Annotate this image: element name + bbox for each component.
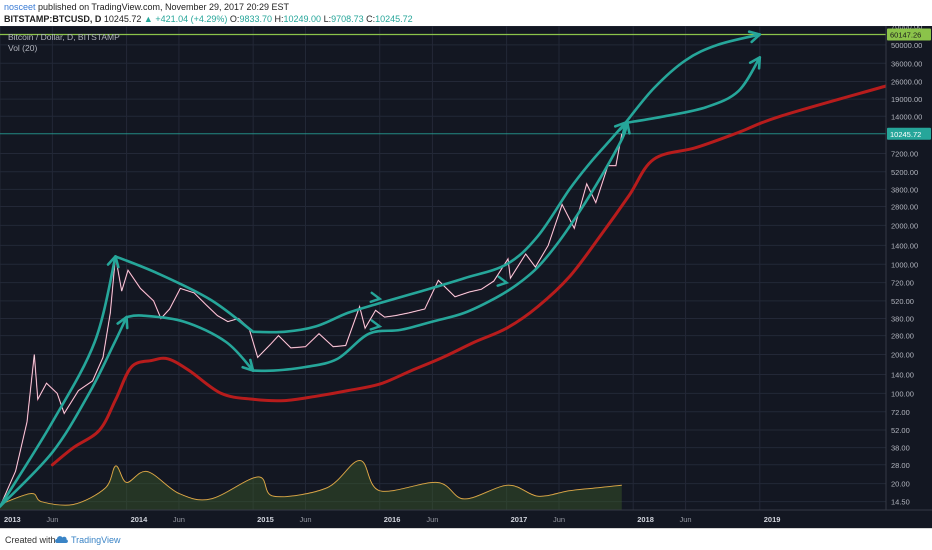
- arrow-head-icon: [369, 319, 383, 331]
- support-curve-line: [50, 84, 888, 467]
- tradingview-brand[interactable]: TradingView: [71, 535, 121, 545]
- y-tick-label: 3800.00: [891, 185, 918, 194]
- y-tick-label: 26000.00: [891, 78, 922, 87]
- support-curve: [50, 84, 888, 467]
- y-tick-label: 14.50: [891, 498, 910, 507]
- y-tick-label: 52.00: [891, 426, 910, 435]
- y-tick-label: 19000.00: [891, 95, 922, 104]
- x-tick-label: Jun: [553, 515, 565, 524]
- price-level-badge: [887, 28, 931, 41]
- x-tick-label: Jun: [426, 515, 438, 524]
- symbol-line: BITSTAMP:BTCUSD, D 10245.72 ▲ +421.04 (+…: [4, 14, 413, 24]
- x-tick-label: Jun: [46, 515, 58, 524]
- low-label: L:: [323, 14, 332, 24]
- open-value: 9833.70: [239, 14, 272, 24]
- x-tick-label: 2013: [4, 515, 21, 524]
- y-axis-background: [886, 26, 932, 528]
- channel-projection-bottom: [626, 56, 762, 124]
- price-change: +421.04 (+4.29%): [155, 14, 228, 24]
- y-tick-label: 1400.00: [891, 241, 918, 250]
- arrow-head-icon: [747, 30, 762, 44]
- created-with-text: Created with: [5, 535, 56, 545]
- channel-channel-lower: [0, 315, 128, 508]
- y-tick-label: 7200.00: [891, 150, 918, 159]
- publish-header: nosceet published on TradingView.com, No…: [0, 0, 932, 26]
- channel-hump-lower: [125, 314, 255, 372]
- volume-legend: Vol (20): [8, 43, 37, 53]
- y-tick-label: 14000.00: [891, 112, 922, 121]
- close-label: C:: [366, 14, 376, 24]
- y-tick-label: 70000.00: [891, 26, 922, 31]
- open-label: O:: [229, 14, 240, 24]
- symbol-name: BITSTAMP:BTCUSD, D: [4, 14, 102, 24]
- arrow-head-icon: [748, 56, 762, 70]
- y-axis: 70000.00 50000.00 36000.00 26000.00 19000.00…: [885, 26, 932, 528]
- published-text: published on TradingView.com, November 2…: [38, 2, 290, 12]
- x-tick-label: 2017: [511, 515, 528, 524]
- y-tick-label: 38.00: [891, 444, 910, 453]
- arrow-head-icon: [496, 275, 510, 287]
- x-tick-label: Jun: [299, 515, 311, 524]
- price-line: [0, 133, 623, 507]
- author-link[interactable]: nosceet: [4, 2, 36, 12]
- x-tick-label: Jun: [173, 515, 185, 524]
- footer: Created with TradingView: [0, 528, 932, 550]
- y-tick-label: 380.00: [891, 315, 914, 324]
- channel-rise-upper: [251, 121, 627, 334]
- x-axis-background: [0, 510, 932, 528]
- y-tick-label: 280.00: [891, 332, 914, 341]
- price-chart[interactable]: 70000.00 50000.00 36000.00 26000.00 19000.00…: [0, 26, 932, 528]
- channel-rise-lower: [251, 121, 629, 373]
- x-tick-label: 2016: [384, 515, 401, 524]
- grid: [0, 26, 886, 510]
- up-triangle-icon: ▲: [143, 14, 153, 24]
- y-tick-label: 72.00: [891, 408, 910, 417]
- x-tick-label: Jun: [680, 515, 692, 524]
- y-tick-label: 28.00: [891, 461, 910, 470]
- high-label: H:: [274, 14, 284, 24]
- low-value: 9708.73: [331, 14, 364, 24]
- x-tick-label: 2018: [637, 515, 654, 524]
- chart-area[interactable]: 70000.00 50000.00 36000.00 26000.00 19000.00…: [0, 26, 932, 528]
- price-series: [0, 133, 623, 507]
- y-tick-label: 50000.00: [891, 41, 922, 50]
- y-tick-label: 140.00: [891, 371, 914, 380]
- price-level-badge: [887, 127, 931, 140]
- tradingview-cloud-icon: [55, 536, 68, 543]
- volume-series: [0, 459, 622, 510]
- y-tick-label: 36000.00: [891, 59, 922, 68]
- series-legend: Bitcoin / Dollar, D, BITSTAMP: [8, 32, 120, 42]
- publish-line: nosceet published on TradingView.com, No…: [4, 2, 289, 12]
- y-tick-label: 520.00: [891, 297, 914, 306]
- channel-hump-upper: [114, 255, 255, 334]
- channel-channel-upper: [0, 255, 117, 508]
- high-value: 10249.00: [283, 14, 322, 24]
- x-axis: 2013 Jun 2014 Jun 2015 Jun 2016 Jun 2017 Jun 2018 J…: [0, 509, 932, 528]
- y-tick-label: 2000.00: [891, 221, 918, 230]
- y-tick-label: 1000.00: [891, 260, 918, 269]
- last-price: 10245.72: [103, 14, 142, 24]
- price-level-label: 10245.72: [890, 130, 921, 139]
- volume-area: [0, 460, 622, 510]
- channel-projection-top: [624, 33, 762, 124]
- x-tick-label: 2019: [764, 515, 781, 524]
- close-value: 10245.72: [375, 14, 413, 24]
- volume-line: [0, 459, 622, 506]
- horizontal-levels: [0, 33, 886, 135]
- y-tick-label: 2800.00: [891, 203, 918, 212]
- price-level-label: 60147.26: [890, 31, 921, 40]
- arrow-head-icon: [369, 291, 383, 304]
- y-tick-label: 720.00: [891, 279, 914, 288]
- y-tick-label: 5200.00: [891, 168, 918, 177]
- x-tick-label: 2015: [257, 515, 274, 524]
- channel-drawings: [0, 30, 762, 508]
- x-tick-label: 2014: [131, 515, 149, 524]
- y-tick-label: 100.00: [891, 389, 914, 398]
- y-tick-label: 200.00: [891, 351, 914, 360]
- y-tick-label: 20.00: [891, 480, 910, 489]
